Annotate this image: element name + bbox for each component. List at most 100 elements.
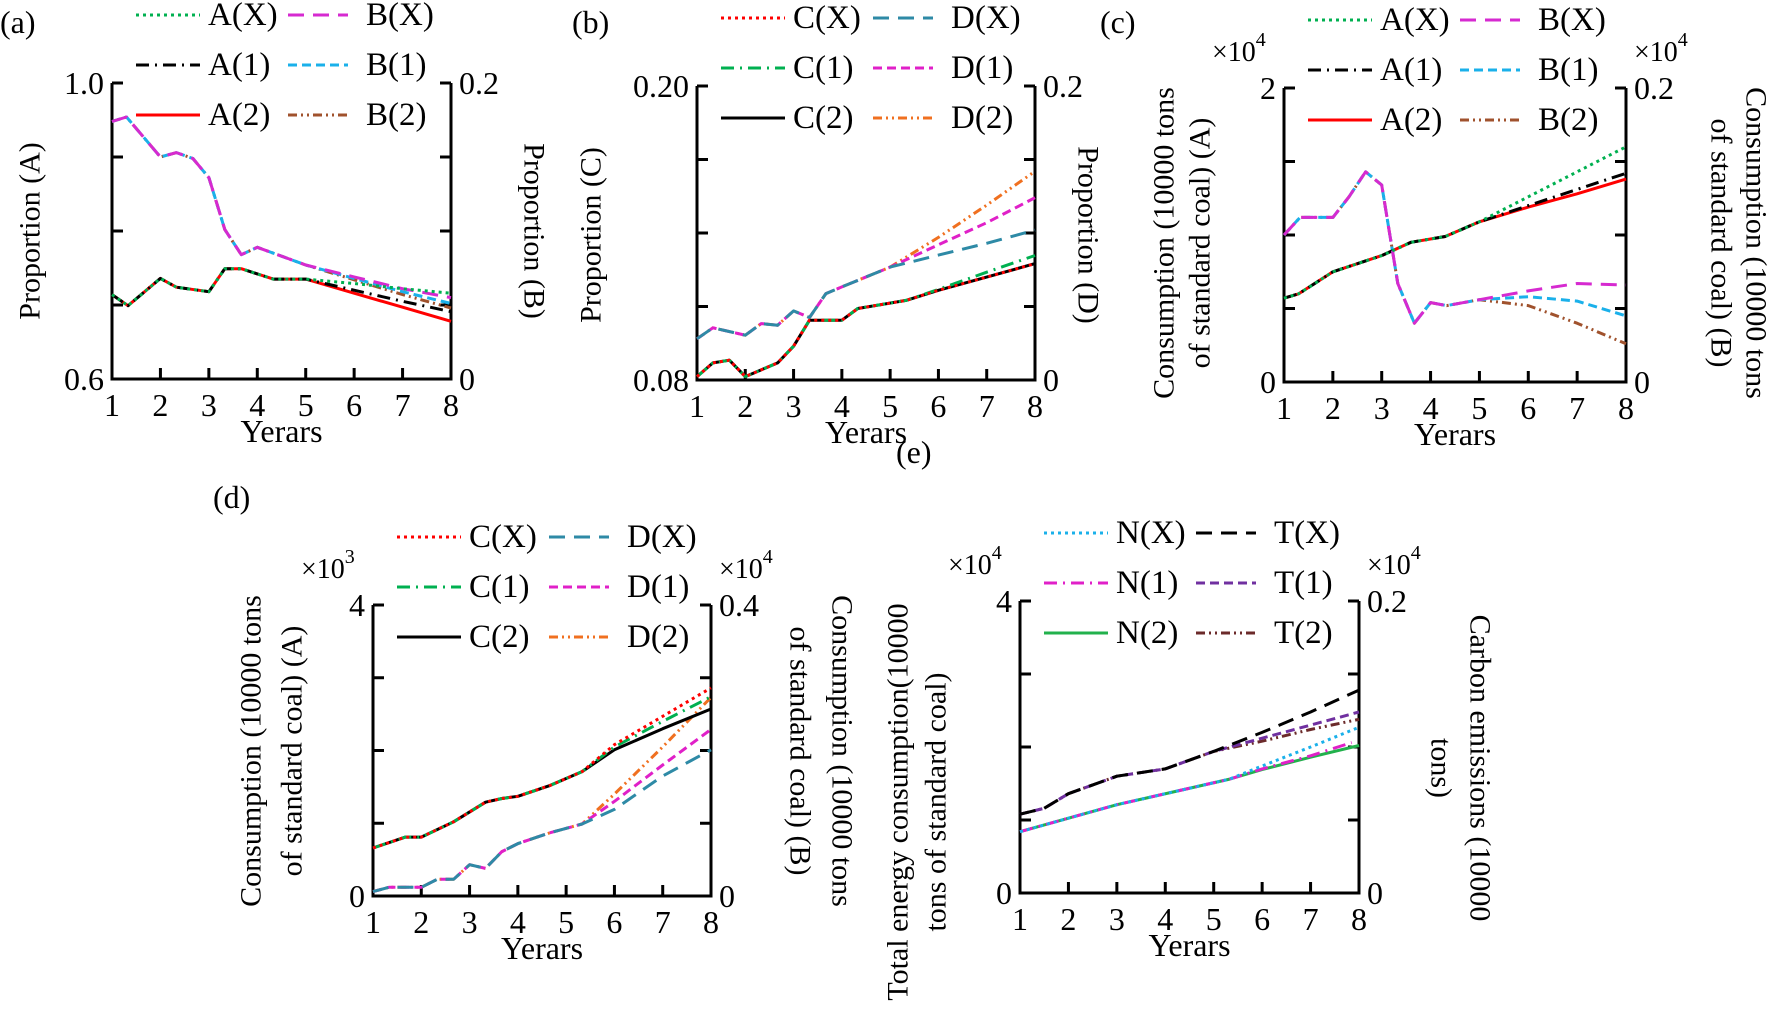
x-tick-label: 6 xyxy=(1520,390,1536,426)
x-tick-label: 8 xyxy=(1351,901,1367,937)
x-tick-label: 8 xyxy=(703,904,719,940)
legend-label: D(2) xyxy=(627,619,689,655)
right-axis-multiplier: ×104 xyxy=(719,546,773,585)
legend-label: B(1) xyxy=(1538,52,1599,88)
left-y-axis-title: of standard coal) (A) xyxy=(276,626,309,877)
series-line-bx xyxy=(111,115,452,300)
left-y-axis-title: tons of standard coal) xyxy=(920,672,953,931)
series-line-a2 xyxy=(1283,177,1627,300)
x-tick-label: 2 xyxy=(1060,901,1076,937)
left-y-tick-label: 0 xyxy=(1260,364,1276,400)
x-tick-label: 3 xyxy=(201,387,217,423)
x-tick-label: 6 xyxy=(930,388,946,424)
left-y-tick-label: 0 xyxy=(349,878,365,914)
series-line-c1 xyxy=(696,254,1036,379)
multiplier-base: ×10 xyxy=(1212,37,1256,68)
x-tick-label: 6 xyxy=(606,904,622,940)
right-y-axis-title: of standard coal) (B) xyxy=(784,626,817,875)
series-line-a1 xyxy=(1283,171,1627,300)
series-line-d1 xyxy=(372,728,712,894)
x-axis-title: Yerars xyxy=(501,930,583,966)
x-axis-title: Yerars xyxy=(240,413,322,449)
x-tick-label: 1 xyxy=(1276,390,1292,426)
series-line-nx xyxy=(1019,725,1360,834)
right-y-tick-label: 0.2 xyxy=(459,65,499,101)
legend-label: A(X) xyxy=(208,0,278,33)
right-y-tick-label: 0 xyxy=(719,878,735,914)
chart-panel-b: (b) 1 2 3 4 5 6 7 8 Yerars 0.08 0.20 0 0.2 Proportion … xyxy=(572,0,1105,450)
x-tick-label: 5 xyxy=(558,904,574,940)
multiplier-exponent: 4 xyxy=(992,542,1002,564)
series-line-ax xyxy=(1283,145,1627,300)
chart-panel-a: (a) 1 2 3 4 5 6 7 8 Yerars 0.6 1.0 0 0.2 Proportion (A… xyxy=(0,0,551,449)
right-y-tick-label: 0.2 xyxy=(1634,70,1674,106)
panel-label: (b) xyxy=(572,4,609,40)
left-y-tick-label: 0 xyxy=(996,875,1012,911)
legend-label: D(2) xyxy=(951,100,1013,136)
x-tick-label: 7 xyxy=(1569,390,1585,426)
x-tick-label: 1 xyxy=(104,387,120,423)
left-y-axis-title: Total energy consumption(10000 xyxy=(882,603,915,1000)
panel-label: (d) xyxy=(213,479,250,515)
series-line-c2 xyxy=(372,707,712,850)
legend-label: A(2) xyxy=(208,97,270,133)
legend-label: C(2) xyxy=(793,100,854,136)
right-y-tick-label: 0 xyxy=(1367,875,1383,911)
legend-label: T(1) xyxy=(1274,565,1333,601)
x-tick-label: 3 xyxy=(1374,390,1390,426)
series-line-b2 xyxy=(1282,170,1627,346)
legend-label: N(2) xyxy=(1116,615,1178,651)
series-line-bx xyxy=(1282,170,1627,325)
left-y-axis-title: of standard coal) (A) xyxy=(1184,118,1217,369)
series-line-a1 xyxy=(111,267,452,314)
multiplier-base: ×10 xyxy=(1367,550,1411,581)
legend-label: D(1) xyxy=(951,50,1013,86)
panel-label: (c) xyxy=(1100,4,1136,40)
series-line-b1 xyxy=(111,115,452,305)
left-y-tick-label: 4 xyxy=(349,587,365,623)
right-y-axis-title: Proportion (B) xyxy=(518,143,551,319)
multiplier-base: ×10 xyxy=(301,554,345,585)
right-y-tick-label: 0 xyxy=(1043,362,1059,398)
legend-label: C(X) xyxy=(469,519,537,555)
legend-label: B(2) xyxy=(366,97,427,133)
x-axis-title: Yerars xyxy=(825,414,907,450)
x-tick-label: 3 xyxy=(786,388,802,424)
x-tick-label: 7 xyxy=(979,388,995,424)
x-tick-label: 5 xyxy=(882,388,898,424)
left-y-tick-label: 1.0 xyxy=(64,65,104,101)
left-y-axis-title: Consumption (10000 tons xyxy=(1148,87,1181,399)
x-tick-label: 8 xyxy=(1027,388,1043,424)
x-tick-label: 4 xyxy=(1423,390,1439,426)
multiplier-exponent: 4 xyxy=(1411,542,1421,564)
right-y-axis-title: Consumption (10000 tons xyxy=(1740,87,1772,399)
x-tick-label: 7 xyxy=(655,904,671,940)
left-axis-multiplier: ×104 xyxy=(948,542,1002,581)
x-tick-label: 2 xyxy=(152,387,168,423)
x-tick-label: 2 xyxy=(413,904,429,940)
left-y-tick-label: 0.20 xyxy=(633,68,689,104)
series-line-tx xyxy=(1019,688,1360,816)
series-line-dx xyxy=(372,748,712,894)
multiplier-base: ×10 xyxy=(1634,37,1678,68)
x-tick-label: 8 xyxy=(1618,390,1634,426)
x-axis-title: Yerars xyxy=(1414,416,1496,452)
x-tick-label: 3 xyxy=(1109,901,1125,937)
legend-label: B(X) xyxy=(1538,2,1606,38)
legend-label: A(2) xyxy=(1380,102,1442,138)
x-axis-title: Yerars xyxy=(1148,927,1230,963)
legend-label: N(X) xyxy=(1116,515,1186,551)
right-y-tick-label: 0 xyxy=(1634,364,1650,400)
x-tick-label: 4 xyxy=(1157,901,1173,937)
right-axis-multiplier: ×104 xyxy=(1634,29,1688,68)
left-y-axis-title: Consumption (10000 tons xyxy=(235,595,268,907)
legend-label: D(X) xyxy=(627,519,697,555)
legend-label: D(1) xyxy=(627,569,689,605)
x-tick-label: 7 xyxy=(1303,901,1319,937)
x-tick-label: 5 xyxy=(298,387,314,423)
series-line-c2 xyxy=(696,262,1036,379)
x-tick-label: 3 xyxy=(462,904,478,940)
